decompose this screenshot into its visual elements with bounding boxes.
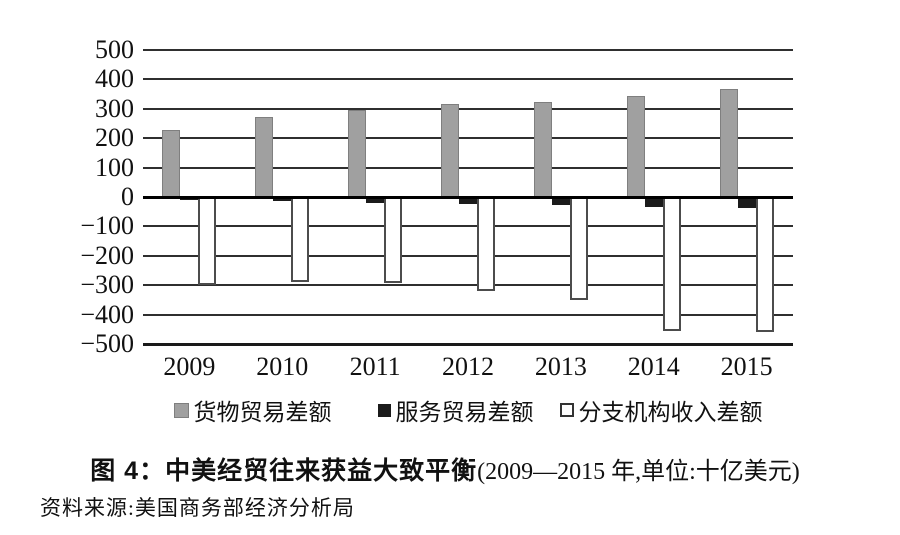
y-tick-label-500: 500: [95, 35, 134, 64]
gridline-500: [143, 49, 793, 51]
y-tick-label-100: 100: [95, 152, 134, 182]
source-note: 资料来源:美国商务部经济分析局: [40, 496, 355, 520]
x-tick-label-2012: 2012: [441, 352, 494, 381]
y-tick-label-300: 300: [95, 93, 134, 123]
x-tick-label-2011: 2011: [349, 352, 401, 381]
gridline-0: [143, 195, 793, 199]
bar-branch-income-2010: [291, 197, 310, 282]
gridline--100: [143, 225, 793, 228]
bar-goods-trade-2009: [162, 130, 181, 197]
caption-subtitle: (2009—2015 年,单位:十亿美元): [477, 459, 800, 485]
legend-label-branch-income: 分支机构收入差额: [578, 400, 763, 425]
legend-swatch-services-trade-icon: [377, 403, 391, 417]
legend-swatch-goods-trade-icon: [173, 402, 189, 418]
gridline-200: [143, 137, 793, 140]
bar-goods-trade-2015: [719, 89, 738, 197]
bar-branch-income-2015: [755, 197, 774, 333]
gridline-300: [143, 107, 793, 110]
gridline-100: [143, 166, 793, 169]
gridline--400: [143, 313, 793, 316]
x-tick-label-2013: 2013: [534, 352, 587, 381]
bar-goods-trade-2011: [348, 110, 367, 197]
y-tick-label--400: −400: [80, 299, 134, 329]
y-tick-label-400: 400: [95, 64, 134, 94]
bar-goods-trade-2010: [255, 116, 274, 197]
bar-goods-trade-2012: [441, 104, 459, 197]
y-tick-label-0: 0: [121, 182, 134, 211]
gridline--300: [143, 284, 793, 287]
y-tick-label--300: −300: [80, 270, 134, 300]
y-tick-label--100: −100: [80, 211, 134, 241]
caption-label: 图 4：: [90, 457, 166, 485]
caption-title: 中美经贸往来获益大致平衡: [165, 457, 478, 485]
figure-caption: 图 4：中美经贸往来获益大致平衡(2009—2015 年,单位:十亿美元): [0, 451, 890, 487]
legend-swatch-branch-income-icon: [559, 403, 574, 417]
bar-services-trade-2012: [459, 197, 477, 205]
bar-services-trade-2015: [737, 197, 756, 209]
legend: 货物贸易差额 服务贸易差额 分支机构收入差额: [143, 394, 793, 426]
plot-area: [143, 49, 793, 346]
x-tick-label-2009: 2009: [163, 352, 216, 381]
gridline--500: [143, 342, 793, 346]
legend-item-goods-trade: 货物贸易差额: [173, 393, 332, 427]
y-tick-label--500: −500: [80, 329, 134, 358]
bar-branch-income-2009: [198, 197, 217, 286]
bar-services-trade-2013: [551, 197, 570, 206]
y-axis: 500 400 300 200 100 0 −100 −200 −300 −400 −500: [0, 0, 134, 380]
bar-branch-income-2013: [569, 197, 588, 300]
bar-services-trade-2014: [644, 197, 663, 207]
bar-services-trade-2010: [273, 197, 292, 202]
y-tick-label--200: −200: [80, 240, 134, 270]
legend-item-branch-income: 分支机构收入差额: [559, 393, 763, 427]
gridline--200: [143, 254, 793, 257]
bar-branch-income-2012: [477, 197, 495, 292]
legend-label-goods-trade: 货物贸易差额: [193, 400, 332, 425]
bar-branch-income-2014: [662, 197, 681, 331]
bar-goods-trade-2013: [533, 101, 552, 197]
bar-services-trade-2011: [366, 197, 385, 203]
x-tick-label-2010: 2010: [256, 352, 309, 381]
legend-item-services-trade: 服务贸易差额: [377, 393, 534, 427]
bar-goods-trade-2014: [626, 96, 645, 197]
bar-branch-income-2011: [384, 197, 403, 284]
y-tick-label-200: 200: [95, 123, 134, 153]
x-tick-label-2015: 2015: [720, 352, 773, 381]
gridline-400: [143, 78, 793, 81]
x-axis: 2009 2010 2011 2012 2013 2014 2015: [143, 352, 793, 386]
legend-label-services-trade: 服务贸易差额: [395, 400, 534, 425]
x-tick-label-2014: 2014: [627, 352, 680, 381]
